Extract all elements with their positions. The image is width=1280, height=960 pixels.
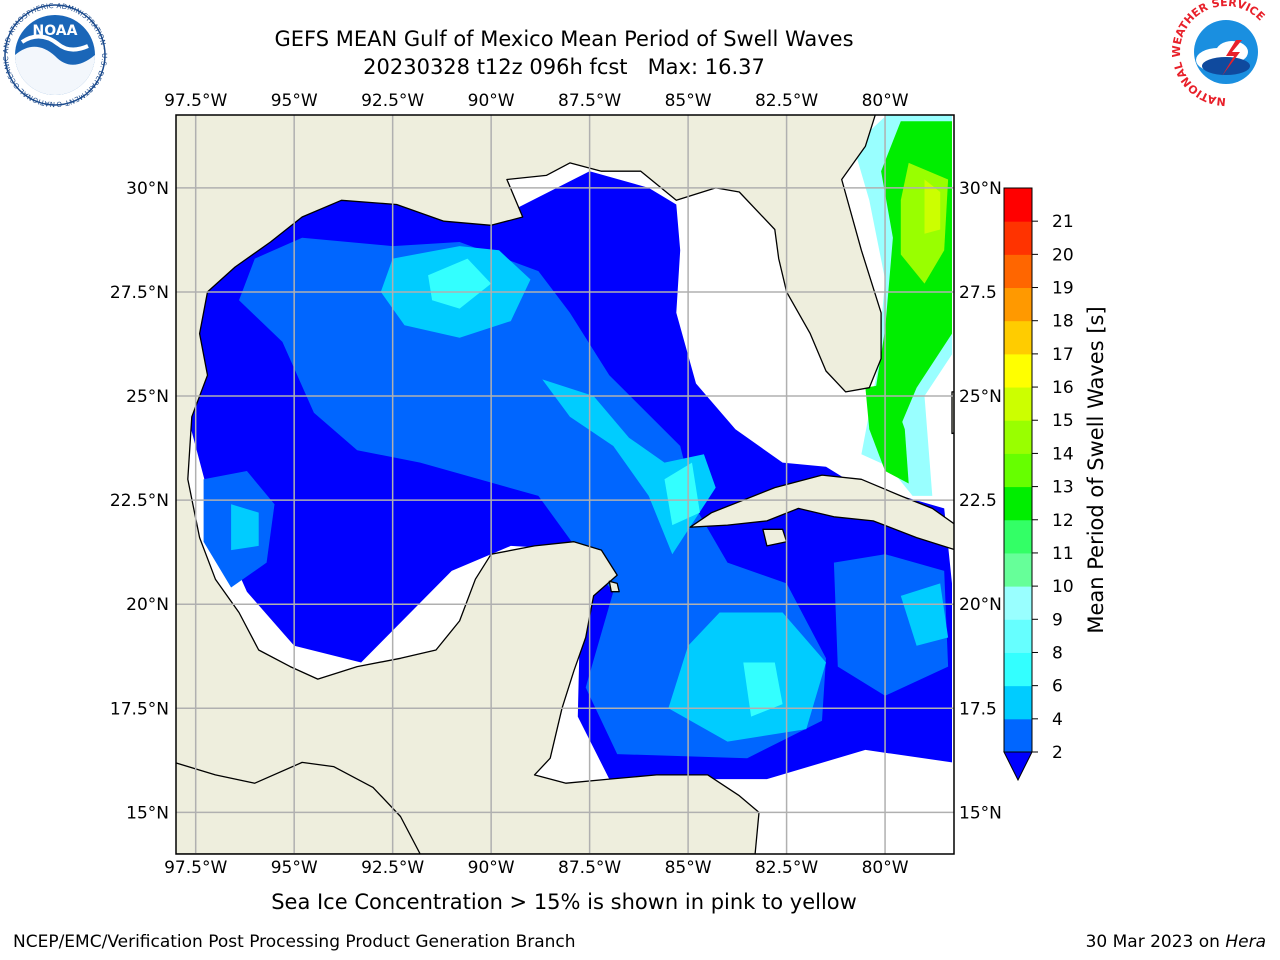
lon-tick-label-top: 90°W xyxy=(468,91,515,111)
lon-tick-label-bottom: 85°W xyxy=(665,858,712,878)
colorbar-frame xyxy=(1003,187,1033,753)
lat-tick-label-left: 22.5°N xyxy=(110,491,169,511)
colorbar-tick-label: 12 xyxy=(1052,511,1074,531)
land-cozumel xyxy=(608,580,620,593)
footer-credit: NCEP/EMC/Verification Post Processing Pr… xyxy=(13,932,576,952)
lat-tick-label-right: 25°N xyxy=(959,387,1002,407)
map-title: GEFS MEAN Gulf of Mexico Mean Period of … xyxy=(274,27,854,51)
lon-tick-label-top: 80°W xyxy=(862,91,909,111)
colorbar-segment xyxy=(1004,320,1032,355)
lon-tick-label-bottom: 82.5°W xyxy=(755,858,818,878)
footer-host: Hera xyxy=(1225,932,1266,952)
lat-tick-label-right: 27.5 xyxy=(959,283,997,303)
sea-ice-note: Sea Ice Concentration > 15% is shown in … xyxy=(271,890,857,914)
lon-tick-label-top: 97.5°W xyxy=(164,91,227,111)
colorbar-tick-label: 20 xyxy=(1052,245,1074,265)
lon-tick-label-bottom: 90°W xyxy=(468,858,515,878)
lat-tick-label-left: 30°N xyxy=(126,179,169,199)
lat-tick-label-right: 15°N xyxy=(959,803,1002,823)
map-tick-labels: 97.5°W 97.5°W 95°W 95°W 92.5°W 92.5°W 90°W 90°W… xyxy=(110,91,1002,878)
colorbar-segment xyxy=(1004,652,1032,687)
colorbar-segment xyxy=(1004,420,1032,454)
colorbar-extend-arrow xyxy=(1003,751,1033,782)
land-areas xyxy=(176,115,954,854)
land-cuba xyxy=(689,474,954,551)
colorbar-segment xyxy=(1004,619,1032,653)
swell-contour xyxy=(924,179,941,234)
lon-tick-label-bottom: 95°W xyxy=(271,858,318,878)
lon-tick-label-bottom: 97.5°W xyxy=(164,858,227,878)
lon-tick-label-top: 82.5°W xyxy=(755,91,818,111)
colorbar-segment xyxy=(1004,685,1032,720)
lat-tick-label-right: 30°N xyxy=(959,179,1002,199)
map-frame xyxy=(175,114,955,855)
lon-tick-label-top: 87.5°W xyxy=(558,91,621,111)
colorbar-segment xyxy=(1004,254,1032,289)
colorbar-tick-label: 14 xyxy=(1052,444,1074,464)
colorbar-segment xyxy=(1004,586,1032,620)
colorbar-tick-label: 18 xyxy=(1052,312,1074,332)
colorbar-segment xyxy=(1004,353,1032,388)
lon-tick-label-bottom: 87.5°W xyxy=(558,858,621,878)
swell-contour xyxy=(239,237,826,759)
colorbar-tick-label: 16 xyxy=(1052,378,1074,398)
colorbar-segment xyxy=(1004,718,1032,753)
colorbar-tick-label: 15 xyxy=(1052,411,1074,431)
nws-logo: NATIONAL WEATHER SERVICE xyxy=(1170,0,1272,108)
swell-contour xyxy=(428,258,492,309)
lon-tick-label-top: 92.5°W xyxy=(361,91,424,111)
lat-tick-label-left: 15°N xyxy=(126,803,169,823)
swell-contour xyxy=(231,504,259,551)
lat-tick-label-right: 22.5 xyxy=(959,491,997,511)
swell-contour xyxy=(833,554,949,696)
footer-date: 30 Mar 2023 on Hera xyxy=(1085,932,1266,952)
colorbar-segment xyxy=(1004,552,1032,587)
lat-tick-label-left: 17.5°N xyxy=(110,699,169,719)
lon-tick-label-top: 85°W xyxy=(665,91,712,111)
map-subtitle: 20230328 t12z 096h fcst Max: 16.37 xyxy=(363,55,765,79)
swell-contour xyxy=(900,583,949,646)
swell-contour xyxy=(664,462,700,526)
colorbar-segment xyxy=(1004,387,1032,421)
colorbar-segment xyxy=(1004,486,1032,521)
colorbar-segment xyxy=(1004,287,1032,322)
colorbar-tick-label: 10 xyxy=(1052,577,1074,597)
lon-tick-label-bottom: 92.5°W xyxy=(361,858,424,878)
colorbar-tick-label: 6 xyxy=(1052,677,1063,697)
noaa-logo: NATIONAL OCEANIC AND ATMOSPHERIC ADMINIS… xyxy=(0,0,108,108)
colorbar-tick-label: 11 xyxy=(1052,544,1074,564)
land-north-america xyxy=(176,115,882,854)
swell-contour xyxy=(865,383,909,484)
lat-tick-label-right: 17.5 xyxy=(959,699,997,719)
lon-tick-label-bottom: 80°W xyxy=(862,858,909,878)
swell-contour xyxy=(743,662,783,717)
colorbar-tick-label: 2 xyxy=(1052,743,1063,763)
lat-tick-label-left: 27.5°N xyxy=(110,283,169,303)
colorbar-tick-label: 9 xyxy=(1052,610,1063,630)
colorbar-segment xyxy=(1004,453,1032,488)
lat-tick-label-left: 20°N xyxy=(126,595,169,615)
lat-tick-label-right: 20°N xyxy=(959,595,1002,615)
colorbar-segment xyxy=(1004,519,1032,554)
colorbar-tick-label: 8 xyxy=(1052,643,1063,663)
colorbar-segment xyxy=(1004,221,1032,255)
lon-tick-label-top: 95°W xyxy=(271,91,318,111)
colorbar-tick-label: 17 xyxy=(1052,345,1074,365)
colorbar-label: Mean Period of Swell Waves [s] xyxy=(1084,306,1108,634)
colorbar-tick-label: 13 xyxy=(1052,478,1074,498)
noaa-logo-text: NOAA xyxy=(33,23,78,39)
lat-tick-label-left: 25°N xyxy=(126,387,169,407)
gridlines xyxy=(176,115,954,854)
colorbar: 2 4 6 8 9 10 11 12 13 14 15 16 17 18 19 20 21 xyxy=(1003,187,1074,782)
colorbar-tick-label: 4 xyxy=(1052,710,1063,730)
colorbar-segment xyxy=(1004,188,1032,222)
colorbar-tick-label: 19 xyxy=(1052,279,1074,299)
colorbar-tick-label: 21 xyxy=(1052,212,1074,232)
